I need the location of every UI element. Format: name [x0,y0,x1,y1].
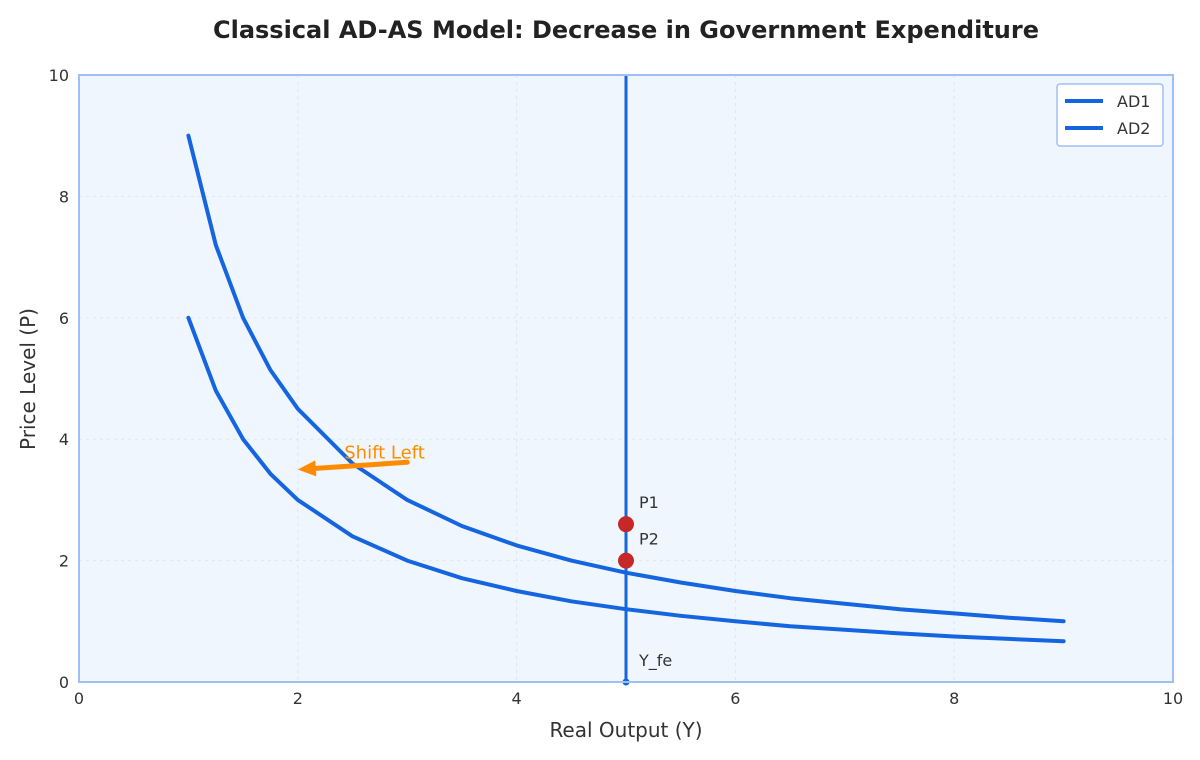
lras-label: Y_fe [638,651,672,671]
equilibrium-point-p2 [618,552,634,569]
chart-title: Classical AD-AS Model: Decrease in Gover… [213,16,1039,44]
series-line-ad2 [186,315,1066,644]
x-axis-label: Real Output (Y) [549,718,702,742]
y-tick-label: 2 [59,552,69,571]
y-tick-label: 8 [59,187,69,206]
shift-arrow-head [297,460,317,477]
legend-label-ad1: AD1 [1117,92,1150,111]
y-tick-label: 0 [59,673,69,692]
y-tick-label: 6 [59,309,69,328]
y-axis-label: Price Level (P) [16,308,40,450]
legend-label-ad2: AD2 [1117,119,1150,138]
x-tick-label: 0 [74,689,84,708]
point-label-p2: P2 [639,530,659,549]
plot-area: 0 2 4 6 8 10 0 2 4 6 8 10 Y_fe P1 P2 Shift Left [49,66,1184,708]
point-label-p1: P1 [639,493,659,512]
series-line-ad1 [186,133,1066,624]
y-tick-label: 10 [49,66,69,85]
x-tick-label: 4 [512,689,522,708]
shift-arrow-shaft [313,459,410,471]
plot-frame [78,74,1174,683]
y-tick-label: 4 [59,430,69,449]
x-tick-label: 10 [1163,689,1183,708]
x-tick-label: 2 [293,689,303,708]
x-tick-label: 8 [949,689,959,708]
equilibrium-point-p1 [618,516,634,533]
shift-annotation-label: Shift Left [344,442,425,463]
x-tick-label: 6 [730,689,740,708]
